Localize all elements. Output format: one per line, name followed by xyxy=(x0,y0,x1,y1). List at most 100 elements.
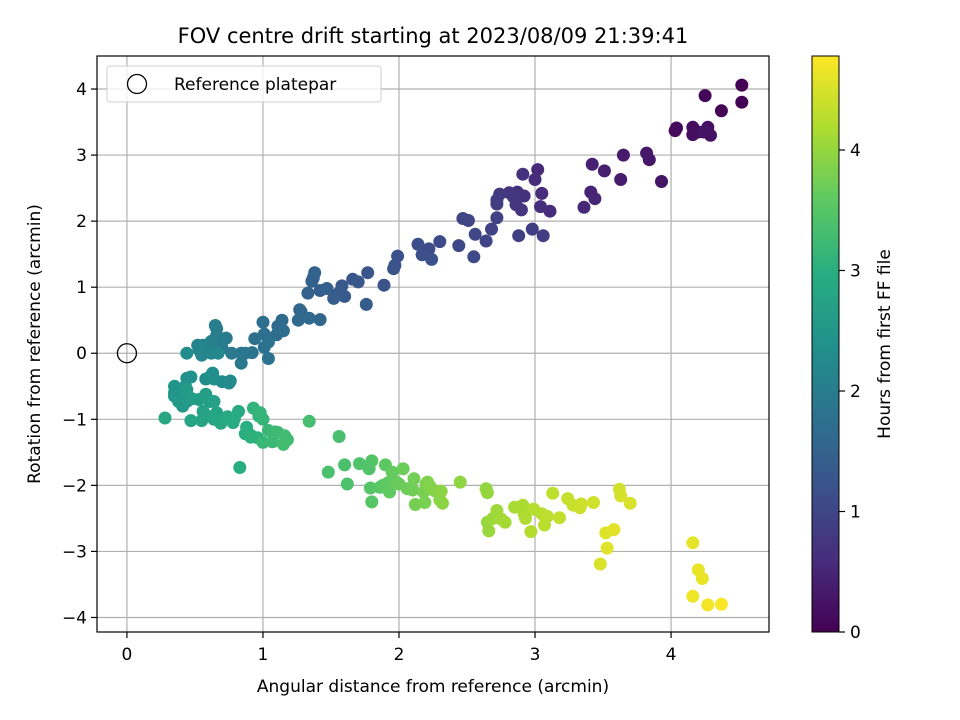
colorbar-ticks: 0 1 2 3 4 xyxy=(839,141,861,643)
data-point xyxy=(597,164,611,178)
colorbar-tick-label: 0 xyxy=(850,623,861,643)
x-axis-label: Angular distance from reference (arcmin) xyxy=(257,677,609,697)
data-point xyxy=(387,262,401,276)
colorbar-gradient xyxy=(811,55,840,633)
data-point xyxy=(302,414,316,428)
data-point xyxy=(614,489,628,503)
data-point xyxy=(600,541,614,555)
data-point xyxy=(695,572,709,585)
data-point xyxy=(593,557,607,571)
reference-marker xyxy=(116,343,138,364)
colorbar-tick-label: 3 xyxy=(850,261,861,281)
data-point xyxy=(383,485,396,499)
data-point xyxy=(302,311,316,325)
data-point xyxy=(528,173,542,186)
data-point xyxy=(587,496,600,509)
legend: Reference platepar xyxy=(106,65,382,103)
data-point xyxy=(340,477,354,491)
data-point xyxy=(327,291,341,305)
data-point xyxy=(434,484,448,498)
data-point xyxy=(498,515,512,529)
x-tick-label: 3 xyxy=(530,645,541,665)
data-point xyxy=(433,235,447,249)
data-point xyxy=(468,227,482,241)
x-tick-label: 0 xyxy=(122,645,133,665)
data-point xyxy=(180,346,194,360)
data-point xyxy=(396,462,410,476)
data-point xyxy=(406,483,420,497)
data-point xyxy=(407,472,421,486)
data-point xyxy=(482,524,496,538)
data-point xyxy=(490,211,504,225)
x-tick-label: 2 xyxy=(394,645,405,665)
data-point xyxy=(346,272,360,286)
x-tick-label: 1 xyxy=(258,645,269,665)
data-point xyxy=(361,266,375,280)
colorbar-tick-label: 2 xyxy=(850,382,861,402)
data-point xyxy=(248,332,262,346)
colorbar-tick-label: 4 xyxy=(850,141,861,161)
data-point xyxy=(207,395,221,408)
data-point xyxy=(540,509,554,523)
data-point xyxy=(256,315,270,329)
data-point xyxy=(261,352,275,365)
data-point xyxy=(321,465,335,479)
data-point xyxy=(616,148,630,162)
data-point xyxy=(436,496,449,510)
data-point xyxy=(577,200,591,214)
data-point xyxy=(506,190,520,204)
y-tick-label: 2 xyxy=(76,212,87,232)
grid-lines xyxy=(97,56,769,632)
data-point xyxy=(222,376,236,390)
legend-box xyxy=(106,65,382,103)
data-point xyxy=(338,458,352,472)
data-point xyxy=(698,89,712,103)
data-point xyxy=(519,511,532,525)
data-point xyxy=(184,414,198,428)
data-point xyxy=(365,454,379,468)
data-point xyxy=(735,78,749,92)
data-point xyxy=(701,598,715,612)
data-point xyxy=(467,250,481,264)
data-point xyxy=(524,525,538,539)
data-point xyxy=(485,222,498,236)
data-point xyxy=(332,430,346,443)
data-point xyxy=(607,523,621,537)
data-point xyxy=(233,461,247,474)
data-point xyxy=(714,597,728,611)
colorbar-tick-label: 1 xyxy=(850,502,861,522)
data-point xyxy=(697,125,711,139)
y-axis-label: Rotation from reference (arcmin) xyxy=(25,204,45,484)
data-point xyxy=(490,197,504,211)
y-tick-label: 3 xyxy=(76,146,87,166)
data-point xyxy=(480,486,494,500)
data-point xyxy=(256,435,270,449)
data-point xyxy=(534,200,547,214)
data-point xyxy=(531,163,545,177)
data-point xyxy=(640,146,654,160)
data-point xyxy=(158,411,172,425)
data-point xyxy=(206,366,220,380)
scatter-points xyxy=(158,78,749,612)
y-tick-label: −2 xyxy=(62,476,87,496)
data-point xyxy=(313,313,327,327)
data-point xyxy=(234,346,248,360)
data-point xyxy=(363,481,377,495)
data-point xyxy=(623,496,637,510)
data-point xyxy=(257,340,271,354)
data-point xyxy=(411,237,425,251)
data-point xyxy=(585,157,599,171)
data-point xyxy=(453,475,467,489)
colorbar: 0 1 2 3 4 Hours from first FF file xyxy=(811,55,895,643)
reference-point xyxy=(116,343,138,364)
y-tick-label: 0 xyxy=(76,344,87,364)
colorbar-label: Hours from first FF file xyxy=(875,249,895,439)
data-point xyxy=(655,175,668,188)
data-point xyxy=(714,104,728,118)
data-point xyxy=(479,234,493,248)
legend-marker-icon xyxy=(126,73,148,95)
data-point xyxy=(226,416,240,430)
data-point xyxy=(516,167,530,181)
data-point xyxy=(353,457,366,471)
